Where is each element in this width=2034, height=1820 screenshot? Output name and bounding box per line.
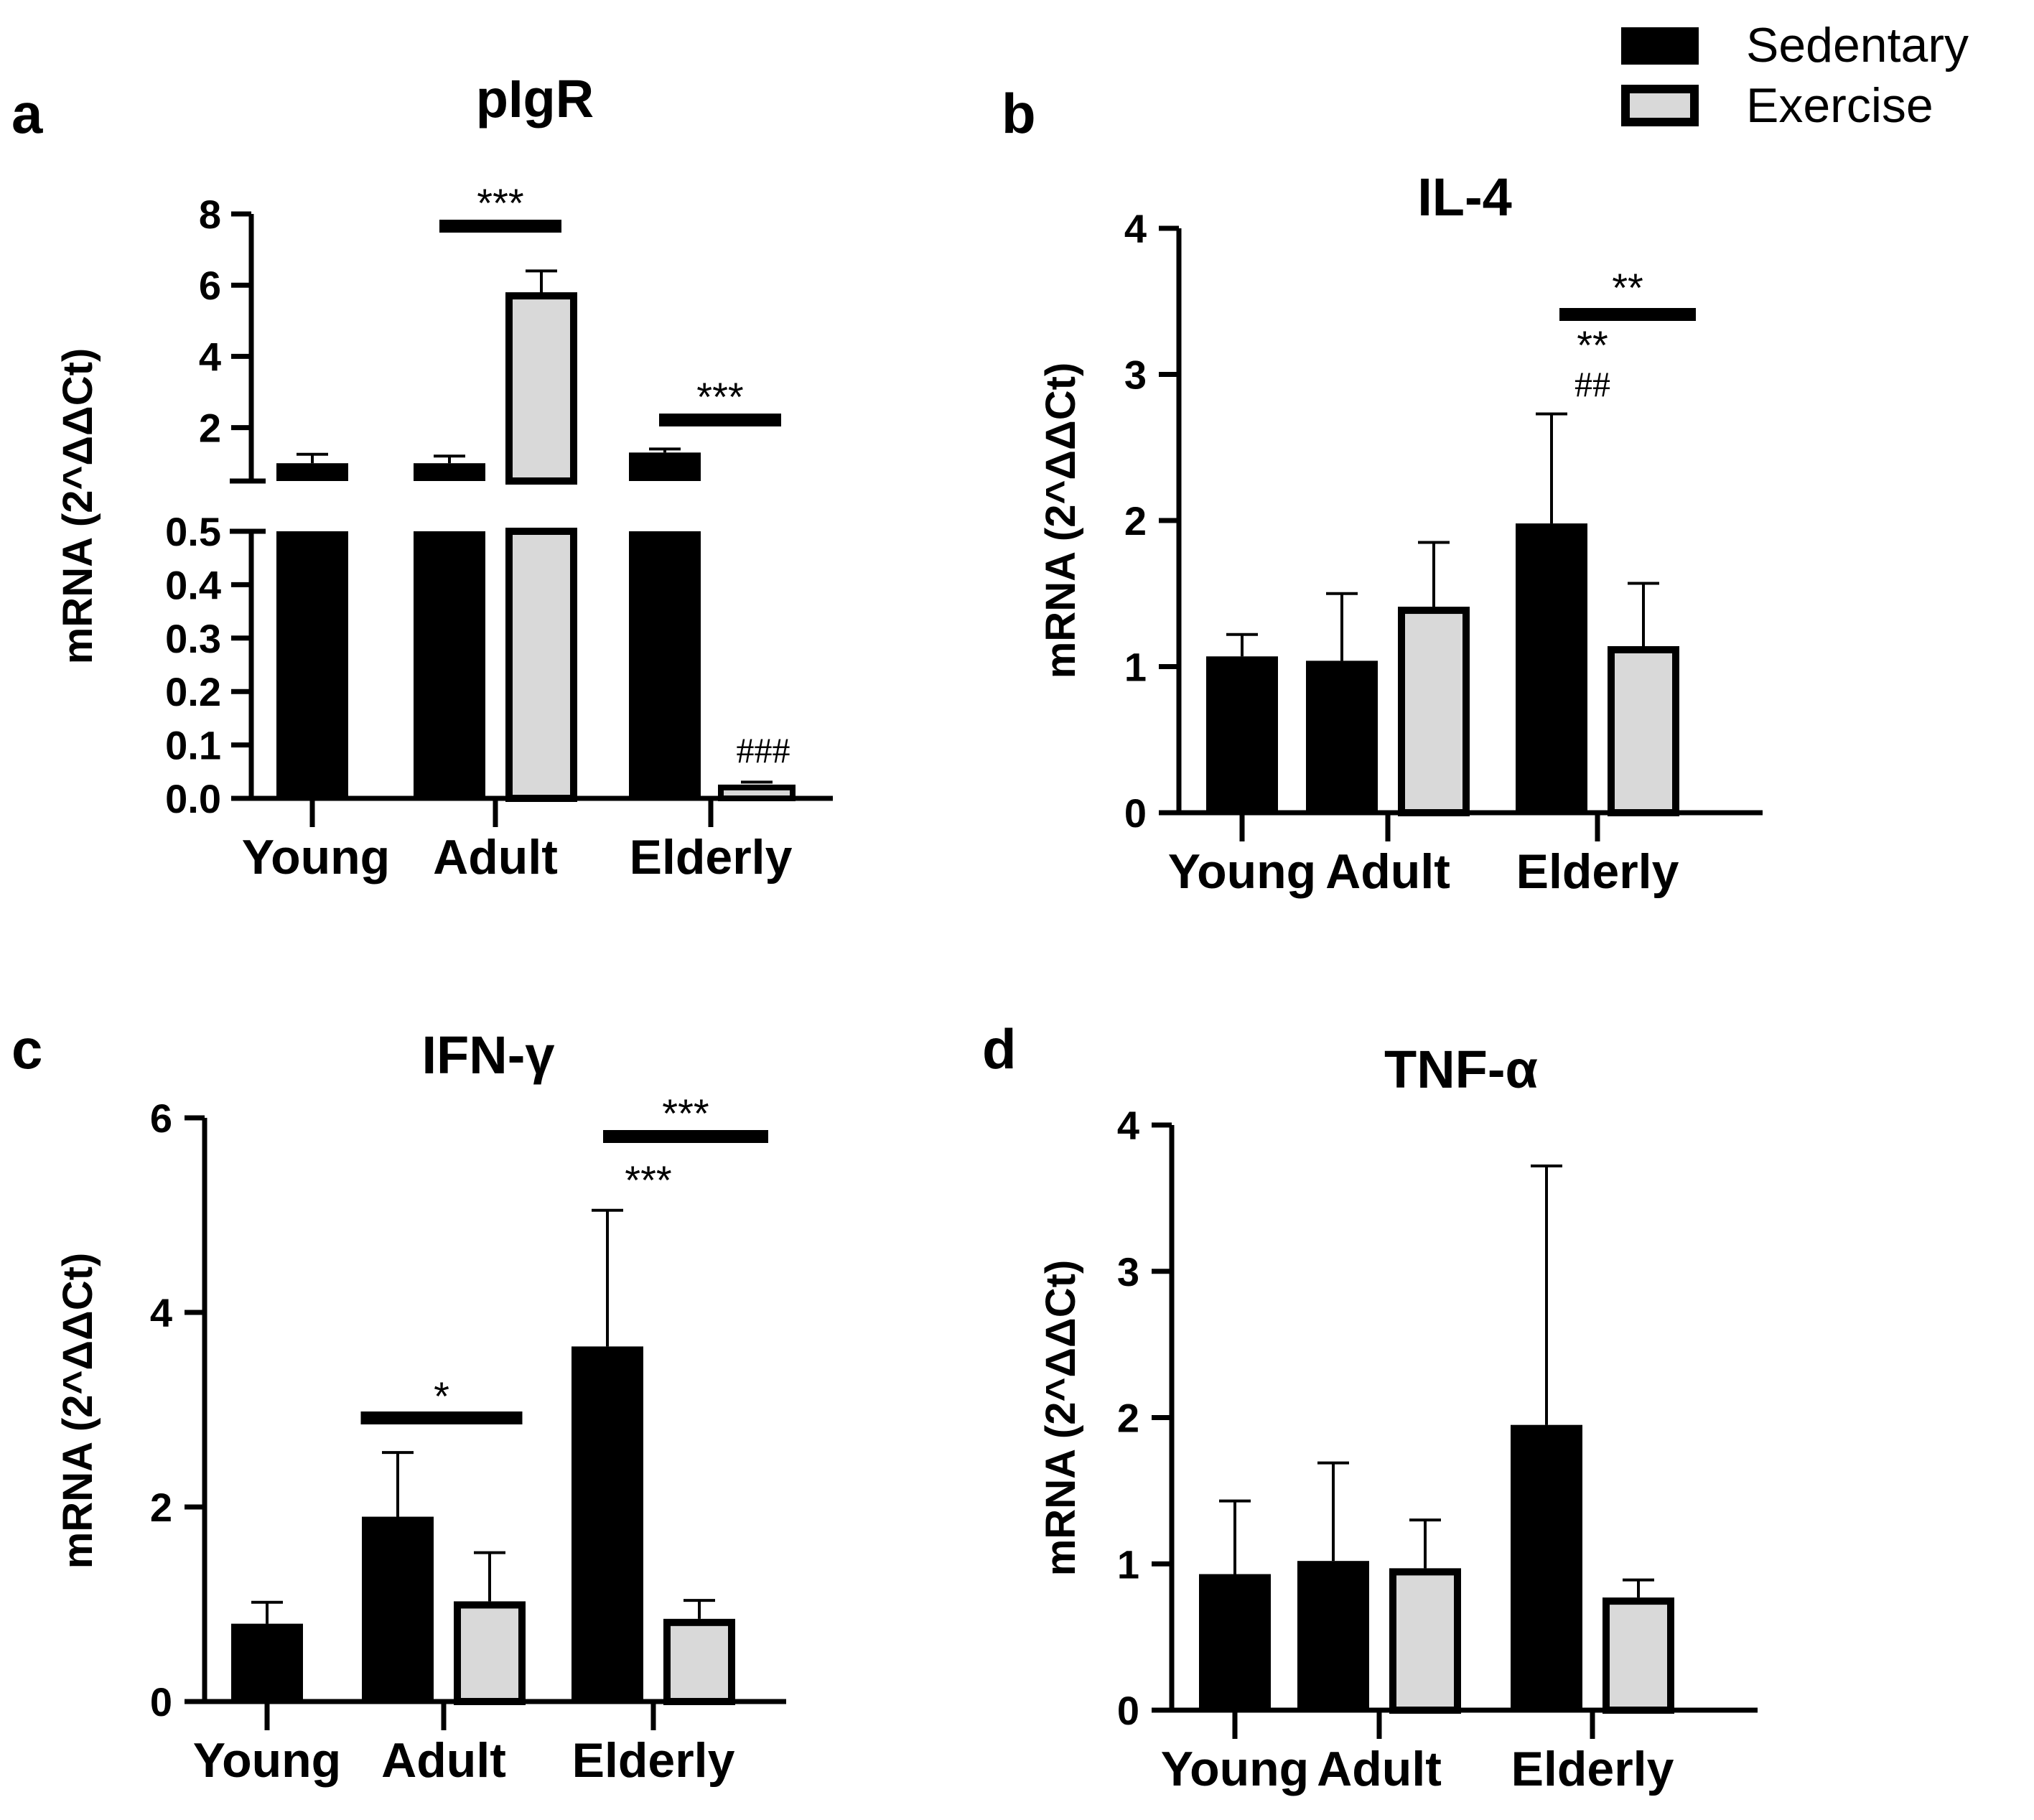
panel-c: c IFN-γ mRNA (2^ΔΔCt) 0 2 4 6 Young Adult Elde…: [11, 1017, 786, 1788]
bar-sedentary-young: [231, 1623, 303, 1702]
panel-a: a pIgR mRNA (2^ΔΔCt) 0.0 0.1 0.2 0.3 0.4 0.5 2…: [11, 69, 833, 885]
bar-exercise-elderly: [1603, 1597, 1674, 1714]
category-label-elderly: Elderly: [572, 1733, 735, 1788]
category-label-adult: Adult: [1325, 844, 1450, 899]
y-tick-label: 1: [1124, 645, 1147, 690]
y-tick-label-a: 2: [199, 406, 221, 451]
category-label-elderly: Elderly: [1516, 844, 1679, 899]
bar-sedentary-young-lower: [276, 531, 348, 798]
significance-label: ***: [696, 374, 743, 419]
category-label-young: Young: [242, 830, 390, 885]
y-tick-label: 2: [1124, 498, 1147, 543]
category-label-young: Young: [1161, 1742, 1309, 1796]
y-tick-label: 0: [1124, 790, 1147, 836]
y-tick-label: 3: [1124, 353, 1147, 398]
significance-label: ##: [1575, 364, 1610, 404]
chart-title-b: IL-4: [1417, 167, 1512, 227]
legend-label-exercise: Exercise: [1746, 78, 1933, 133]
y-tick-label: 1: [1117, 1541, 1139, 1587]
panel-letter-d: d: [982, 1017, 1017, 1081]
y-tick-label: 4: [150, 1290, 172, 1335]
category-label-young: Young: [1168, 844, 1316, 899]
legend-label-sedentary: Sedentary: [1746, 18, 1969, 73]
y-tick-label: 0: [150, 1679, 172, 1725]
significance-label: **: [1577, 322, 1608, 368]
significance-label: ***: [662, 1091, 709, 1136]
bar-sedentary-young: [1199, 1574, 1271, 1710]
plot-area-d: 0 1 2 3 4 Young Adult Elderly: [1117, 1103, 1758, 1796]
category-label-adult: Adult: [433, 830, 558, 885]
legend-swatch-sedentary: [1621, 27, 1699, 65]
y-tick-label: 2: [150, 1485, 172, 1530]
bar-sedentary-elderly-upper: [629, 452, 701, 481]
significance-label: ###: [737, 730, 790, 770]
y-tick-label: 4: [1117, 1103, 1139, 1148]
category-label-young: Young: [193, 1733, 341, 1788]
bar-exercise-adult-upper: [505, 292, 577, 485]
y-tick-label-a: 0.0: [165, 776, 221, 821]
bar-exercise-adult: [454, 1601, 526, 1706]
panel-letter-c: c: [11, 1017, 42, 1081]
y-tick-label: 0: [1117, 1688, 1139, 1733]
y-tick-label-a: 0.5: [165, 509, 221, 554]
y-axis-label-a: mRNA (2^ΔΔCt): [55, 348, 101, 665]
bar-sedentary-young-upper: [276, 463, 348, 481]
significance-label: ***: [477, 180, 523, 225]
bar-exercise-elderly: [1608, 646, 1679, 817]
bar-exercise-elderly: [718, 784, 796, 801]
bar-exercise-adult: [1398, 607, 1470, 816]
legend: Sedentary Exercise: [1621, 18, 1969, 133]
bar-sedentary-adult-lower: [414, 531, 485, 798]
category-label-elderly: Elderly: [630, 830, 793, 885]
y-axis-label-b: mRNA (2^ΔΔCt): [1037, 363, 1084, 679]
bar-sedentary-adult: [1306, 661, 1378, 813]
y-tick-label: 3: [1117, 1249, 1139, 1294]
y-tick-label-a: 0.2: [165, 669, 221, 714]
y-axis-label-c: mRNA (2^ΔΔCt): [55, 1253, 101, 1569]
significance-label: **: [1612, 265, 1643, 310]
bar-exercise-adult-lower: [505, 528, 577, 802]
panel-d: d TNF-α mRNA (2^ΔΔCt) 0 1 2 3 4 Young Adult Eld…: [982, 1017, 1758, 1796]
category-label-elderly: Elderly: [1511, 1742, 1674, 1796]
legend-swatch-exercise: [1621, 85, 1699, 126]
y-tick-label-a: 4: [199, 334, 221, 379]
y-tick-label-a: 6: [199, 263, 221, 308]
bar-sedentary-adult: [1297, 1561, 1369, 1710]
y-axis-label-d: mRNA (2^ΔΔCt): [1037, 1260, 1084, 1577]
bar-sedentary-elderly: [1511, 1424, 1582, 1710]
panel-letter-b: b: [1002, 82, 1036, 145]
bar-exercise-elderly: [663, 1618, 735, 1705]
y-tick-label-a: 8: [199, 192, 221, 237]
significance-label: ***: [625, 1157, 671, 1203]
y-tick-label: 6: [150, 1096, 172, 1141]
significance-label: *: [434, 1373, 449, 1419]
chart-title-a: pIgR: [476, 69, 594, 129]
bar-sedentary-adult: [362, 1516, 434, 1702]
y-tick-label: 4: [1124, 206, 1147, 251]
bar-sedentary-elderly-lower: [629, 531, 701, 798]
category-label-adult: Adult: [1317, 1742, 1442, 1796]
chart-title-d: TNF-α: [1384, 1040, 1538, 1099]
chart-title-c: IFN-γ: [422, 1025, 555, 1085]
bar-sedentary-elderly: [572, 1346, 643, 1702]
bar-sedentary-adult-upper: [414, 463, 485, 481]
plot-area-a: 0.0 0.1 0.2 0.3 0.4 0.5 2 4 6 8 Young Adult Elderly *…: [165, 180, 833, 885]
y-tick-label-a: 0.3: [165, 616, 221, 661]
y-tick-label-a: 0.4: [165, 562, 221, 607]
bar-sedentary-young: [1206, 656, 1278, 813]
y-tick-label-a: 0.1: [165, 723, 221, 768]
bar-exercise-adult: [1389, 1568, 1461, 1714]
panel-letter-a: a: [11, 82, 43, 145]
panel-b: b IL-4 mRNA (2^ΔΔCt) 0 1 2 3 4 Young Adult Elde…: [1002, 82, 1763, 899]
category-label-adult: Adult: [381, 1733, 506, 1788]
y-tick-label: 2: [1117, 1396, 1139, 1441]
bar-sedentary-elderly: [1516, 523, 1587, 813]
